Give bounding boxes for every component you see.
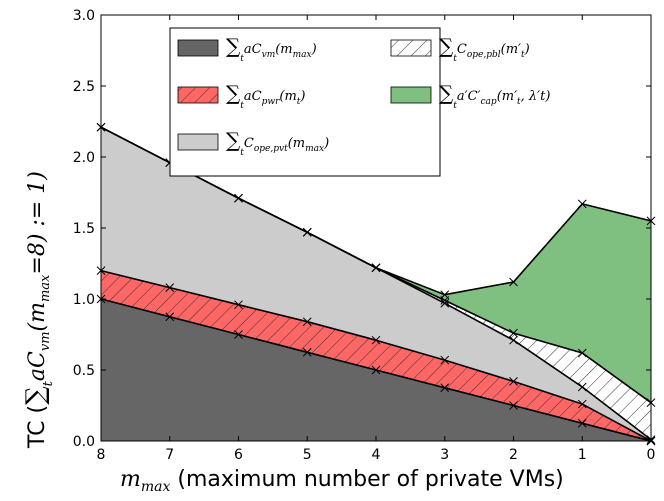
point-ccap-2 [509,277,518,287]
y-tick-label: 0.0 [73,434,95,450]
legend-label-cpwr: ∑taCpwr(mt) [226,81,306,111]
y-axis-label-cond-sub: max [38,274,53,302]
point-cvm-1 [577,418,587,428]
legend-label-cvm: ∑taCvm(mmax) [226,34,317,64]
point-copepvt-3 [440,298,450,308]
point-ccap-6 [234,193,243,203]
y-axis-label-cond: (m [25,302,50,331]
legend-item-copepbl: ∑tCope,pbl(m′t) [390,34,530,64]
point-ccap-5 [302,227,312,237]
point-cpwr-7 [165,283,175,292]
point-ccap-4 [371,263,381,273]
x-tick-label: 6 [234,447,243,463]
point-cpwr-6 [234,300,243,310]
legend-item-ccap: ∑ta′C′cap(m′t, λ′t) [390,81,550,111]
x-axis-label-var: m [120,467,141,492]
x-axis-label-text: (maximum number of private VMs) [177,467,563,492]
point-cpwr-4 [371,335,381,345]
point-copepbl-1 [577,348,587,358]
x-axis-label: mmax (maximum number of private VMs) [120,467,564,495]
x-tick-label: 1 [578,447,587,463]
point-ccap-1 [577,199,587,209]
point-copepbl-2 [509,328,518,338]
point-cvm-6 [234,330,243,339]
point-cvm-5 [302,347,312,357]
legend-item-copepvt: ∑tCope,pvt(mmax) [177,128,329,158]
x-tick-label: 4 [372,447,381,463]
point-cvm-3 [440,383,450,393]
y-axis-label-sum-sub: t [41,380,56,386]
legend-swatch-cvm [177,39,219,57]
y-tick-label: 0.5 [73,363,95,379]
point-cvm-4 [371,365,381,375]
y-axis-label-sum: ∑ [21,386,51,405]
area-hatch-cpwr [101,270,651,441]
point-copepvt-1 [577,382,587,392]
y-tick-label: 2.0 [73,150,95,166]
y-tick-label: 1.0 [73,292,95,308]
legend-item-cvm: ∑taCvm(mmax) [177,34,317,64]
legend: ∑taCvm(mmax) ∑taCpwr(mt) ∑tCope,pvt(mmax) ∑… [169,27,550,177]
area-ccap [101,127,651,403]
area-copepvt [101,127,651,441]
x-tick-label: 0 [647,447,656,463]
legend-label-copepbl: ∑tCope,pbl(m′t) [439,34,530,64]
point-cpwr-1 [577,399,587,409]
legend-swatch-hatch-copepbl [391,40,431,56]
legend-swatch-copepvt [177,133,219,151]
x-tick-label: 5 [303,447,312,463]
x-axis-label-sub: max [141,479,171,495]
legend-label-ccap: ∑ta′C′cap(m′t, λ′t) [439,81,550,111]
point-cpwr-2 [509,377,518,386]
y-axis-label-prefix: TC ( [25,405,50,449]
y-tick-label: 3.0 [73,8,95,24]
point-cpwr-3 [440,355,450,365]
point-copepvt-2 [509,335,518,345]
x-tick-label: 3 [440,447,449,463]
legend-label-copepvt: ∑tCope,pvt(mmax) [226,128,329,158]
x-tick-label: 2 [509,447,518,463]
point-cpwr-5 [302,317,312,327]
point-cvm-2 [509,401,518,410]
x-tick-label: 7 [165,447,174,463]
y-axis-label: TC (∑taCvm(mmax=8) := 1) [21,171,56,449]
y-axis-label-var: aC [25,351,50,381]
axis-ticks: 8 7 6 5 4 3 2 1 0 0.0 0.5 1.0 1.5 2.0 2.5 3.0 [73,8,656,463]
y-axis-label-var-sub: vm [38,331,53,351]
legend-swatch-ccap [390,86,432,104]
y-tick-label: 1.5 [73,221,95,237]
point-cvm-7 [165,312,175,322]
point-ccap-3 [440,290,450,300]
y-tick-label: 2.5 [73,79,95,95]
x-tick-label: 8 [97,447,106,463]
legend-swatch-hatch-cpwr [178,87,218,103]
y-axis-label-cond-rest: =8) := 1) [25,171,50,274]
legend-item-cpwr: ∑taCpwr(mt) [177,81,306,111]
